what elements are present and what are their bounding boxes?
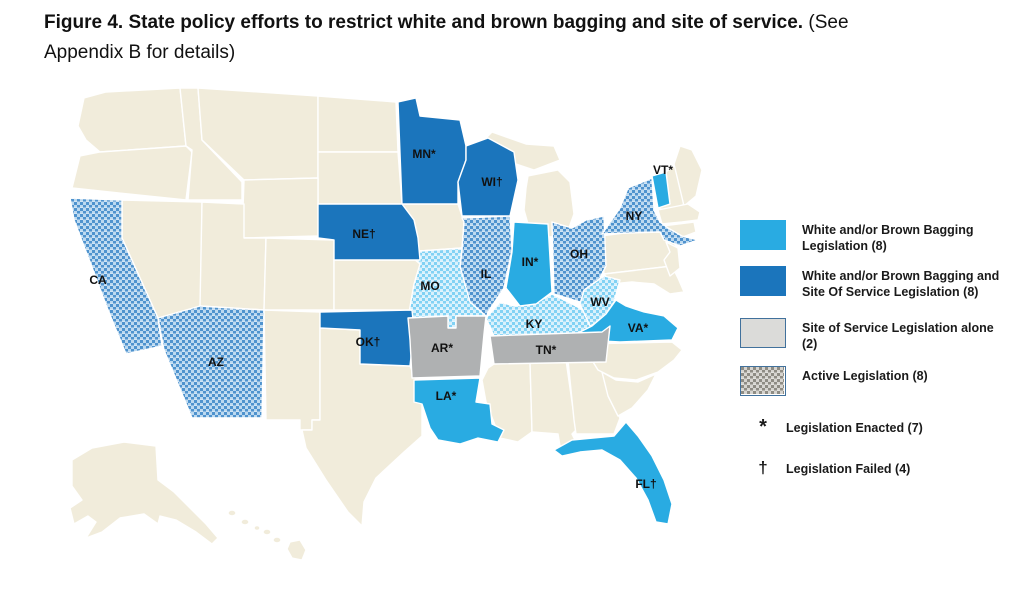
label-mn: MN* [412,147,436,161]
label-ky: KY [526,317,543,331]
state-az [157,305,265,419]
state-ar [407,315,487,379]
dagger-symbol: † [758,458,768,477]
state-nd [317,95,399,153]
label-ne: NE† [352,227,375,241]
legend-item-bagging-site: White and/or Brown Bagging and Site Of S… [740,266,1024,301]
legend-label-bagging: White and/or Brown Bagging Legislation (… [802,223,974,254]
legend-item-active: Active Legislation (8) [740,366,928,396]
label-oh: OH [570,247,588,261]
legend-label-bagging-site: White and/or Brown Bagging and Site Of S… [802,269,1000,300]
state-nm [263,309,321,431]
state-ok [319,309,415,367]
figure-title: Figure 4. State policy efforts to restri… [44,8,928,69]
legend-item-enacted: * Legislation Enacted (7) [740,416,923,439]
legend-swatch-gray [740,318,786,348]
label-tn: TN* [536,343,557,357]
state-co [263,237,335,311]
state-oh [551,215,607,303]
label-ar: AR* [431,341,453,355]
label-la: LA* [436,389,457,403]
state-ne [317,203,421,261]
label-ny: NY [626,209,643,223]
legend-item-failed: † Legislation Failed (4) [740,458,910,478]
figure-title-bold: Figure 4. State policy efforts to restri… [44,12,804,33]
state-wy [241,177,319,239]
label-va: VA* [628,321,649,335]
state-in [505,221,553,307]
state-nj [663,241,681,277]
state-la [413,377,505,445]
legend-item-bagging: White and/or Brown Bagging Legislation (… [740,220,992,255]
asterisk-symbol: * [759,416,767,439]
state-ny [601,177,699,247]
state-wi [457,137,519,217]
label-mo: MO [420,279,439,293]
legend-swatch-darkblue [740,266,786,296]
state-tn [489,325,611,365]
label-fl: FL† [635,477,656,491]
label-il: IL [481,267,492,281]
label-vt: VT* [653,163,673,177]
state-fl [553,421,673,525]
state-ak [69,441,219,545]
label-wv: WV [590,295,609,309]
legend-swatch-crosshatch [740,366,786,396]
legend-item-site-alone: Site of Service Legislation alone (2) [740,318,1012,353]
state-vt [651,171,671,209]
state-ks [333,259,423,311]
legend-label-active: Active Legislation (8) [802,369,928,383]
state-wa [77,88,187,153]
state-sc [601,371,657,417]
us-map-svg: CA AZ MN* WI† NE† OK† MO IL IN* OH KY WV… [69,88,703,561]
legend-swatch-cyan [740,220,786,250]
legend-label-enacted: Legislation Enacted (7) [786,421,923,435]
us-map: CA AZ MN* WI† NE† OK† MO IL IN* OH KY WV… [62,88,704,592]
state-ca [69,197,163,355]
state-or [71,145,193,201]
label-in: IN* [522,255,539,269]
figure-title-regular: (See Appendix B for details) [44,12,849,64]
legend-label-site-alone: Site of Service Legislation alone (2) [802,321,994,352]
state-sd [317,151,403,205]
label-az: AZ [208,355,224,369]
label-ca: CA [89,273,107,287]
legend-label-failed: Legislation Failed (4) [786,461,911,476]
state-hi [227,509,307,561]
label-wi: WI† [481,175,502,189]
label-ok: OK† [356,335,381,349]
